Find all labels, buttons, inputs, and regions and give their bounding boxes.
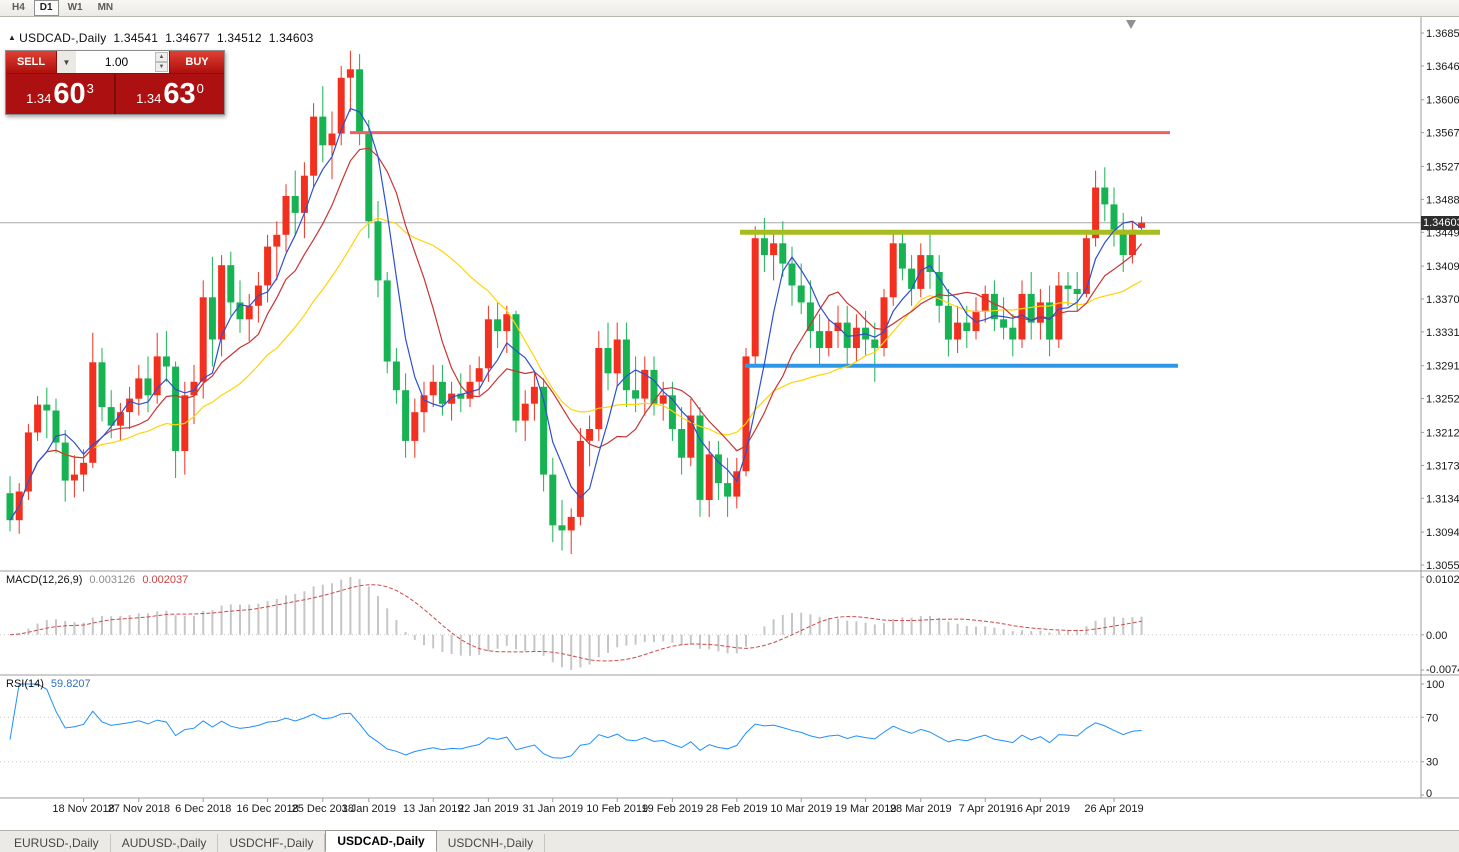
svg-text:1.32120: 1.32120 [1426, 427, 1459, 439]
buy-price-pips: 63 [163, 78, 196, 110]
one-click-trading-panel: SELL ▼ ▲ ▼ BUY 1.34 60 3 1.34 63 0 [5, 50, 225, 115]
sell-price-pips: 60 [53, 78, 86, 110]
svg-text:30: 30 [1426, 757, 1438, 769]
ohlc-open: 1.34541 [113, 31, 159, 45]
macd-histogram [18, 577, 1143, 670]
tab-usdchf[interactable]: USDCHF-,Daily [218, 834, 326, 852]
svg-text:31 Jan 2019: 31 Jan 2019 [523, 803, 584, 815]
svg-text:19 Feb 2019: 19 Feb 2019 [642, 803, 704, 815]
ma-5-line [9, 107, 1142, 521]
svg-text:22 Jan 2019: 22 Jan 2019 [458, 803, 519, 815]
tab-audusd[interactable]: AUDUSD-,Daily [111, 834, 219, 852]
svg-text:10 Mar 2019: 10 Mar 2019 [770, 803, 832, 815]
tab-usdcnh[interactable]: USDCNH-,Daily [437, 834, 546, 852]
svg-text:16 Dec 2018: 16 Dec 2018 [236, 803, 298, 815]
current-price-badge: 1.34603 [1421, 216, 1459, 230]
svg-text:1.34880: 1.34880 [1426, 194, 1459, 206]
svg-text:18 Nov 2018: 18 Nov 2018 [52, 803, 114, 815]
rsi-axis[interactable]: 100 70 30 0 [1421, 679, 1444, 800]
volume-dropdown-button[interactable]: ▼ [56, 51, 76, 73]
svg-text:1.32520: 1.32520 [1426, 394, 1459, 406]
tab-eurusd[interactable]: EURUSD-,Daily [3, 834, 111, 852]
chart-shift-marker-icon[interactable] [1126, 20, 1136, 29]
macd-header: MACD(12,26,9) 0.003126 0.002037 [6, 574, 188, 586]
svg-text:7 Apr 2019: 7 Apr 2019 [959, 803, 1012, 815]
svg-text:19 Mar 2019: 19 Mar 2019 [835, 803, 897, 815]
svg-text:13 Jan 2019: 13 Jan 2019 [403, 803, 464, 815]
ma-20-line [9, 217, 1142, 521]
ohlc-close: 1.34603 [268, 31, 314, 45]
svg-text:-0.007475: -0.007475 [1426, 664, 1459, 676]
sell-price-point: 3 [86, 80, 94, 96]
svg-text:70: 70 [1426, 712, 1438, 724]
price-axis[interactable]: 1.36850 1.36460 1.36060 1.35670 1.35270 1.348… [1421, 28, 1459, 572]
buy-price-display[interactable]: 1.34 63 0 [116, 74, 224, 114]
buy-button[interactable]: BUY [170, 51, 224, 73]
svg-text:26 Apr 2019: 26 Apr 2019 [1084, 803, 1143, 815]
rsi-line [9, 683, 1142, 759]
svg-text:1.36850: 1.36850 [1426, 28, 1459, 40]
svg-text:1.35270: 1.35270 [1426, 161, 1459, 173]
sell-button[interactable]: SELL [6, 51, 56, 73]
svg-text:1.36060: 1.36060 [1426, 95, 1459, 107]
svg-text:25 Dec 2018: 25 Dec 2018 [292, 803, 354, 815]
buy-price-point: 0 [196, 80, 204, 96]
volume-down-icon[interactable]: ▼ [155, 62, 168, 72]
svg-text:3 Jan 2019: 3 Jan 2019 [342, 803, 396, 815]
svg-text:1.31340: 1.31340 [1426, 493, 1459, 505]
svg-text:1.34090: 1.34090 [1426, 261, 1459, 273]
candlestick-series [6, 50, 1146, 554]
chart-title: ▲ USDCAD-,Daily 1.34541 1.34677 1.34512 1.346… [8, 31, 314, 45]
timeframe-d1-button[interactable]: D1 [33, 0, 59, 16]
sell-price-display[interactable]: 1.34 60 3 [6, 74, 116, 114]
timeframe-toolbar: H4 D1 W1 MN [0, 0, 1459, 17]
rsi-label: RSI(14) [6, 678, 44, 690]
svg-text:0.00: 0.00 [1426, 630, 1447, 642]
tab-usdcad[interactable]: USDCAD-,Daily [325, 830, 437, 852]
timeframe-mn-button[interactable]: MN [97, 2, 114, 13]
svg-text:0: 0 [1426, 788, 1432, 800]
symbol-tabbar: EURUSD-,Daily AUDUSD-,Daily USDCHF-,Dail… [0, 830, 1459, 852]
svg-text:16 Apr 2019: 16 Apr 2019 [1011, 803, 1070, 815]
macd-axis[interactable]: 0.010229 0.00 -0.007475 [1421, 574, 1459, 676]
timeframe-w1-button[interactable]: W1 [67, 2, 83, 13]
macd-signal-line [9, 584, 1142, 662]
svg-text:100: 100 [1426, 679, 1444, 691]
svg-text:28 Mar 2019: 28 Mar 2019 [890, 803, 952, 815]
rsi-value: 59.8207 [50, 678, 91, 690]
svg-text:0.010229: 0.010229 [1426, 574, 1459, 586]
buy-price-prefix: 1.34 [136, 91, 162, 106]
svg-text:6 Dec 2018: 6 Dec 2018 [175, 803, 231, 815]
svg-text:1.35670: 1.35670 [1426, 128, 1459, 140]
svg-text:1.36460: 1.36460 [1426, 61, 1459, 73]
macd-signal-value: 0.002037 [142, 574, 189, 586]
macd-label: MACD(12,26,9) [6, 574, 83, 586]
ohlc-high: 1.34677 [165, 31, 210, 45]
rsi-header: RSI(14) 59.8207 [6, 678, 91, 690]
svg-text:1.30550: 1.30550 [1426, 560, 1459, 572]
volume-input[interactable] [76, 51, 169, 73]
ohlc-low: 1.34512 [216, 31, 262, 45]
svg-text:1.31730: 1.31730 [1426, 460, 1459, 472]
symbol-marker-icon: ▲ [8, 33, 17, 42]
svg-text:1.33310: 1.33310 [1426, 327, 1459, 339]
macd-main-value: 0.003126 [89, 574, 136, 586]
svg-text:1.30940: 1.30940 [1426, 527, 1459, 539]
symbol-name: USDCAD-,Daily [19, 31, 107, 45]
volume-field-wrap: ▲ ▼ [76, 51, 170, 73]
svg-text:1.33700: 1.33700 [1426, 294, 1459, 306]
volume-up-icon[interactable]: ▲ [155, 52, 168, 62]
svg-text:10 Feb 2019: 10 Feb 2019 [586, 803, 648, 815]
ma-10-line [9, 147, 1143, 521]
timeframe-h4-button[interactable]: H4 [12, 2, 25, 13]
svg-text:28 Feb 2019: 28 Feb 2019 [706, 803, 768, 815]
sell-price-prefix: 1.34 [26, 91, 52, 106]
svg-text:1.34490: 1.34490 [1426, 227, 1459, 239]
volume-spinner: ▲ ▼ [155, 52, 168, 72]
svg-text:27 Nov 2018: 27 Nov 2018 [108, 803, 170, 815]
svg-text:1.32910: 1.32910 [1426, 361, 1459, 373]
